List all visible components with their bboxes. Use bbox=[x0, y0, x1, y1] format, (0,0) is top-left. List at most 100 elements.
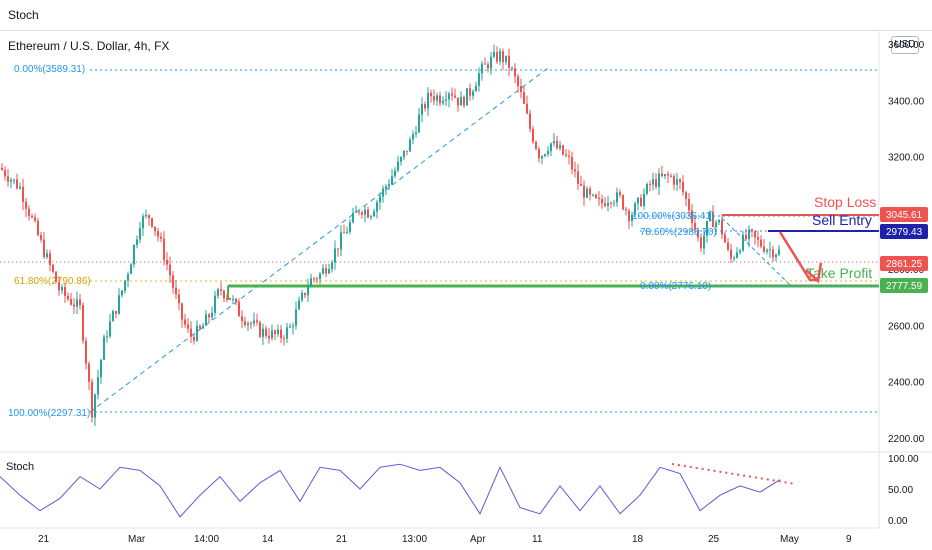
candle-body bbox=[319, 273, 321, 280]
x-tick-label: May bbox=[780, 534, 799, 545]
candle-body bbox=[253, 320, 255, 324]
candle-body bbox=[37, 220, 39, 235]
candle-body bbox=[166, 259, 168, 265]
candle-body bbox=[370, 216, 372, 218]
candle-body bbox=[136, 239, 138, 245]
candle-body bbox=[463, 96, 465, 106]
price-axis[interactable]: 3600.003400.003200.002800.002600.002400.… bbox=[888, 40, 925, 445]
candle-body bbox=[244, 321, 246, 325]
fib2-label-786: 78.60%(2980.70) bbox=[640, 227, 717, 238]
candle-body bbox=[121, 290, 123, 296]
candle-body bbox=[220, 289, 222, 291]
candle-body bbox=[565, 154, 567, 156]
candle-body bbox=[592, 194, 594, 196]
candle-body bbox=[199, 325, 201, 329]
candle-body bbox=[655, 179, 657, 188]
candle-body bbox=[109, 321, 111, 337]
candle-body bbox=[535, 141, 537, 149]
candle-body bbox=[487, 64, 489, 69]
candle-body bbox=[355, 211, 357, 213]
candle-body bbox=[745, 234, 747, 240]
candle-body bbox=[97, 377, 99, 395]
candle-body bbox=[523, 92, 525, 104]
candle-body bbox=[646, 183, 648, 194]
candle-body bbox=[619, 192, 621, 196]
candle-body bbox=[103, 336, 105, 360]
candle-body bbox=[214, 295, 216, 313]
candle-body bbox=[145, 214, 147, 217]
candle-body bbox=[640, 197, 642, 206]
candle-body bbox=[454, 95, 456, 98]
price-candles bbox=[1, 44, 780, 426]
candle-body bbox=[736, 252, 738, 258]
candle-body bbox=[607, 202, 609, 206]
candle-body bbox=[124, 280, 126, 291]
candle-body bbox=[169, 264, 171, 276]
candle-body bbox=[364, 209, 366, 215]
candle-body bbox=[460, 96, 462, 106]
candle-body bbox=[19, 186, 21, 189]
candle-body bbox=[706, 220, 708, 236]
x-tick-label: Mar bbox=[128, 534, 146, 545]
candle-body bbox=[115, 310, 117, 314]
candle-body bbox=[544, 154, 546, 157]
candle-body bbox=[151, 218, 153, 227]
candle-body bbox=[94, 394, 96, 418]
candle-body bbox=[67, 295, 69, 300]
candle-body bbox=[295, 309, 297, 326]
candle-body bbox=[181, 303, 183, 320]
candle-body bbox=[553, 141, 555, 144]
candle-body bbox=[601, 199, 603, 204]
candle-body bbox=[34, 217, 36, 221]
candle-body bbox=[778, 249, 780, 255]
candle-body bbox=[505, 55, 507, 63]
candle-body bbox=[697, 229, 699, 238]
candle-body bbox=[625, 209, 627, 211]
candle-body bbox=[361, 212, 363, 215]
y-tick-label: 2200.00 bbox=[888, 434, 925, 445]
candle-body bbox=[652, 179, 654, 185]
candle-body bbox=[277, 329, 279, 335]
stop-loss-badge: 3045.61 bbox=[880, 207, 928, 222]
y-tick-label: 2600.00 bbox=[888, 321, 925, 332]
candle-body bbox=[49, 253, 51, 265]
candle-body bbox=[532, 128, 534, 142]
candle-body bbox=[538, 148, 540, 159]
candle-body bbox=[76, 299, 78, 307]
candle-body bbox=[262, 328, 264, 337]
candle-body bbox=[172, 275, 174, 288]
candle-body bbox=[376, 202, 378, 212]
candle-body bbox=[352, 212, 354, 223]
candle-body bbox=[28, 208, 30, 216]
candle-body bbox=[676, 179, 678, 185]
candle-body bbox=[724, 234, 726, 243]
symbol-title[interactable]: Ethereum / U.S. Dollar, 4h, FX bbox=[8, 39, 170, 53]
candle-body bbox=[577, 171, 579, 184]
candle-body bbox=[85, 340, 87, 364]
candle-body bbox=[331, 262, 333, 270]
candle-body bbox=[493, 52, 495, 57]
candle-body bbox=[583, 185, 585, 198]
candle-body bbox=[325, 268, 327, 274]
currency-badge[interactable]: USD bbox=[891, 36, 919, 54]
candle-body bbox=[388, 184, 390, 187]
candle-body bbox=[22, 186, 24, 202]
indicator-title[interactable]: Stoch bbox=[8, 8, 39, 22]
candle-body bbox=[703, 235, 705, 249]
candle-body bbox=[202, 325, 204, 329]
candle-body bbox=[673, 176, 675, 185]
candle-body bbox=[430, 92, 432, 97]
candle-body bbox=[223, 290, 225, 299]
candle-body bbox=[568, 155, 570, 158]
time-axis[interactable]: 21 Mar 14:00 14 21 13:00 Apr 11 18 25 May 9 bbox=[38, 534, 852, 545]
top-bar: Stoch bbox=[0, 0, 932, 31]
stoch-pane-title[interactable]: Stoch bbox=[6, 461, 35, 473]
take-profit-label: Take Profit bbox=[806, 265, 872, 281]
candle-body bbox=[91, 381, 93, 418]
candle-body bbox=[550, 143, 552, 152]
candle-body bbox=[379, 196, 381, 203]
candle-body bbox=[739, 250, 741, 253]
candle-body bbox=[622, 195, 624, 210]
candle-body bbox=[484, 63, 486, 65]
